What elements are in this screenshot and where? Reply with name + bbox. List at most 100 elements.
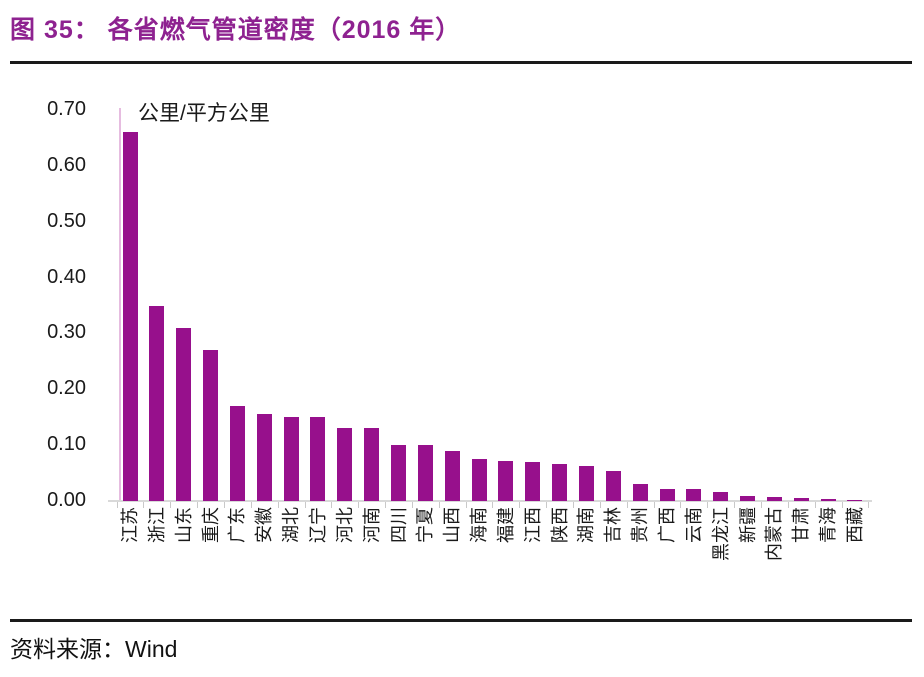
x-label-西藏: 西藏 xyxy=(844,507,865,543)
bar-山东 xyxy=(176,328,192,501)
bar-云南 xyxy=(686,489,702,501)
bar-内蒙古 xyxy=(766,497,782,501)
axis-tick xyxy=(277,502,279,508)
bar-辽宁 xyxy=(310,417,326,501)
y-tick-label: 0.60 xyxy=(47,153,86,176)
footer-separator-line xyxy=(10,619,912,622)
bar-江西 xyxy=(525,462,541,501)
x-axis-line xyxy=(108,500,872,502)
x-label-云南: 云南 xyxy=(683,507,704,543)
x-label-四川: 四川 xyxy=(388,507,409,543)
bar-西藏 xyxy=(847,500,863,501)
bar-湖北 xyxy=(283,417,299,501)
x-label-内蒙古: 内蒙古 xyxy=(764,507,785,561)
bar-吉林 xyxy=(605,471,621,501)
axis-tick xyxy=(223,502,225,508)
y-tick-label: 0.50 xyxy=(47,209,86,232)
axis-tick xyxy=(599,502,601,508)
x-label-福建: 福建 xyxy=(495,507,516,543)
x-label-黑龙江: 黑龙江 xyxy=(710,507,731,561)
x-label-海南: 海南 xyxy=(469,507,490,543)
x-label-江西: 江西 xyxy=(522,507,543,543)
axis-tick xyxy=(519,502,521,508)
bar-陕西 xyxy=(552,464,568,501)
axis-tick xyxy=(787,502,789,508)
axis-tick xyxy=(707,502,709,508)
bar-河南 xyxy=(364,428,380,501)
x-label-广西: 广西 xyxy=(657,507,677,543)
axis-tick xyxy=(573,502,575,508)
x-label-贵州: 贵州 xyxy=(630,507,651,543)
x-label-安徽: 安徽 xyxy=(254,507,275,543)
y-tick-label: 0.40 xyxy=(47,265,86,288)
axis-tick xyxy=(358,502,360,508)
axis-tick xyxy=(385,502,387,508)
source-label: 资料来源： xyxy=(10,637,125,662)
bar-新疆 xyxy=(740,496,756,501)
axis-tick xyxy=(760,502,762,508)
axis-tick xyxy=(116,502,118,508)
axis-tick xyxy=(304,502,306,508)
x-label-江苏: 江苏 xyxy=(120,507,140,543)
x-label-宁夏: 宁夏 xyxy=(415,507,436,543)
y-tick-label: 0.20 xyxy=(47,377,86,400)
y-axis-unit-label: 公里/平方公里 xyxy=(138,102,270,125)
x-label-新疆: 新疆 xyxy=(737,507,758,543)
axis-tick xyxy=(868,502,870,508)
bar-安徽 xyxy=(256,414,272,501)
axis-tick xyxy=(653,502,655,508)
axis-tick xyxy=(143,502,145,508)
bar-重庆 xyxy=(203,350,219,501)
bar-广西 xyxy=(659,489,675,501)
source-value: Wind xyxy=(125,636,178,662)
y-axis-line xyxy=(119,108,121,502)
axis-tick xyxy=(331,502,333,508)
axis-tick xyxy=(197,502,199,508)
figure-title: 图 35： 各省燃气管道密度（2016 年） xyxy=(10,16,462,44)
x-label-浙江: 浙江 xyxy=(146,507,167,543)
bar-河北 xyxy=(337,428,353,501)
x-label-青海: 青海 xyxy=(818,507,839,543)
x-label-山西: 山西 xyxy=(442,507,463,543)
axis-tick xyxy=(546,502,548,508)
bar-湖南 xyxy=(578,466,594,501)
axis-tick xyxy=(626,502,628,508)
x-label-辽宁: 辽宁 xyxy=(307,507,328,543)
axis-tick xyxy=(465,502,467,508)
axis-tick xyxy=(170,502,172,508)
bar-浙江 xyxy=(149,306,165,501)
y-tick-label: 0.10 xyxy=(47,433,86,456)
axis-tick xyxy=(438,502,440,508)
bar-宁夏 xyxy=(417,445,433,501)
x-label-广东: 广东 xyxy=(227,507,248,543)
x-label-陕西: 陕西 xyxy=(549,507,570,543)
x-label-河南: 河南 xyxy=(361,507,382,543)
bar-山西 xyxy=(444,451,460,501)
bar-甘肃 xyxy=(793,498,809,501)
axis-tick xyxy=(492,502,494,508)
y-tick-label: 0.30 xyxy=(47,321,86,344)
x-label-甘肃: 甘肃 xyxy=(791,507,812,543)
x-label-湖北: 湖北 xyxy=(281,507,302,543)
bar-海南 xyxy=(471,459,487,501)
axis-tick xyxy=(841,502,843,508)
data-source-note: 资料来源：Wind xyxy=(10,630,177,664)
bar-广东 xyxy=(229,406,245,501)
x-label-湖南: 湖南 xyxy=(576,507,597,543)
y-tick-label: 0.70 xyxy=(47,98,86,120)
bar-江苏 xyxy=(122,132,138,501)
bar-青海 xyxy=(820,499,836,501)
bar-四川 xyxy=(391,445,406,501)
bar-黑龙江 xyxy=(713,492,729,501)
axis-tick xyxy=(814,502,816,508)
bar-福建 xyxy=(498,461,514,501)
axis-tick xyxy=(680,502,682,508)
axis-tick xyxy=(411,502,413,508)
title-separator-line xyxy=(10,61,912,64)
bar-贵州 xyxy=(632,484,648,501)
x-label-河北: 河北 xyxy=(334,507,355,543)
y-tick-label: 0.00 xyxy=(47,489,86,511)
axis-tick xyxy=(734,502,736,508)
x-label-吉林: 吉林 xyxy=(603,507,624,543)
